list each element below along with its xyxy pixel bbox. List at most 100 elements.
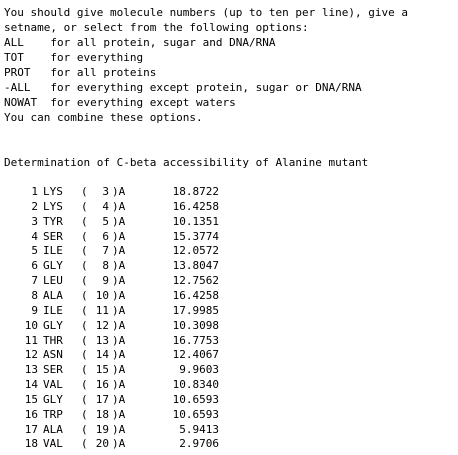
residue-number: 16 [95,378,109,392]
residue-row: 13 SER (15)A 9.9603 [0,363,458,378]
chain-label: )A [112,437,126,451]
residue-row: 2 LYS (4)A 16.4258 [0,200,458,215]
open-paren: ( [81,422,88,436]
open-paren: ( [81,229,88,243]
residue-number: 12 [95,318,109,332]
chain-label: )A [112,363,126,377]
open-paren: ( [81,259,88,273]
accessibility-value: 12.4067 [172,348,219,362]
residue-row: 11 THR (13)A 16.7753 [0,334,458,349]
residue-name: ALA [43,288,63,302]
accessibility-value: 10.3098 [172,318,219,332]
residue-number: 4 [102,199,109,213]
residue-row: 17 ALA (19)A 5.9413 [0,423,458,438]
residue-row: 7 LEU (9)A 12.7562 [0,274,458,289]
accessibility-value: 10.1351 [172,214,219,228]
residue-index: 12 [24,348,38,362]
chain-label: )A [112,303,126,317]
accessibility-value: 17.9985 [172,303,219,317]
open-paren: ( [81,363,88,377]
chain-label: )A [112,333,126,347]
residue-number: 3 [102,185,109,198]
residue-row: 4 SER (6)A 15.3774 [0,230,458,245]
residue-number: 19 [95,422,109,436]
chain-label: )A [112,407,126,421]
accessibility-value: 15.3774 [172,229,219,243]
accessibility-value: 9.9603 [179,363,219,377]
residue-index: 11 [24,333,38,347]
residue-index: 16 [24,407,38,421]
intro-line: You can combine these options. [4,111,203,124]
residue-number: 20 [95,437,109,451]
open-paren: ( [81,407,88,421]
residue-number: 17 [95,392,109,406]
chain-label: )A [112,274,126,288]
accessibility-value: 10.8340 [172,378,219,392]
residue-number: 7 [102,244,109,258]
residue-name: LEU [43,274,63,288]
chain-label: )A [112,318,126,332]
residue-name: GLY [43,259,63,273]
results-heading: Determination of C-beta accessibility of… [4,156,369,169]
residue-name: TRP [43,407,63,421]
residue-row: 9 ILE (11)A 17.9985 [0,304,458,319]
residue-row: 15 GLY (17)A 10.6593 [0,393,458,408]
accessibility-value: 2.9706 [179,437,219,451]
residue-number: 8 [102,259,109,273]
residue-name: LYS [43,185,63,198]
residue-name: SER [43,229,63,243]
residue-name: TYR [43,214,63,228]
residue-index: 1 [31,185,38,198]
intro-line: TOT for everything [4,51,144,64]
open-paren: ( [81,274,88,288]
chain-label: )A [112,199,126,213]
residue-index: 9 [31,303,38,317]
residue-name: ALA [43,422,63,436]
residue-number: 15 [95,363,109,377]
open-paren: ( [81,348,88,362]
residue-index: 7 [31,274,38,288]
residue-name: VAL [43,437,63,451]
residue-row: 12 ASN (14)A 12.4067 [0,348,458,363]
residue-index: 8 [31,288,38,302]
open-paren: ( [81,185,88,198]
open-paren: ( [81,378,88,392]
accessibility-value: 16.4258 [172,288,219,302]
residue-name: GLY [43,318,63,332]
residue-index: 4 [31,229,38,243]
chain-label: )A [112,259,126,273]
residue-number: 6 [102,229,109,243]
open-paren: ( [81,199,88,213]
intro-line: setname, or select from the following op… [4,21,309,34]
open-paren: ( [81,288,88,302]
residue-row: 3 TYR (5)A 10.1351 [0,215,458,230]
residue-index: 5 [31,244,38,258]
residue-index: 13 [24,363,38,377]
accessibility-value: 18.8722 [172,185,219,198]
intro-line: You should give molecule numbers (up to … [4,6,408,19]
residue-row: 8 ALA (10)A 16.4258 [0,289,458,304]
residue-name: LYS [43,199,63,213]
residue-row: 14 VAL (16)A 10.8340 [0,378,458,393]
accessibility-value: 13.8047 [172,259,219,273]
chain-label: )A [112,244,126,258]
open-paren: ( [81,333,88,347]
residue-row: 10 GLY (12)A 10.3098 [0,319,458,334]
residue-number: 13 [95,333,109,347]
residue-index: 14 [24,378,38,392]
accessibility-value: 12.0572 [172,244,219,258]
residue-row: 1 LYS (3)A 18.8722 [0,185,458,200]
chain-label: )A [112,378,126,392]
open-paren: ( [81,392,88,406]
accessibility-value: 12.7562 [172,274,219,288]
open-paren: ( [81,437,88,451]
accessibility-value: 10.6593 [172,407,219,421]
intro-line: ALL for all protein, sugar and DNA/RNA [4,36,276,49]
open-paren: ( [81,303,88,317]
open-paren: ( [81,244,88,258]
residue-name: GLY [43,392,63,406]
chain-label: )A [112,185,126,198]
accessibility-value: 16.4258 [172,199,219,213]
residue-row: 16 TRP (18)A 10.6593 [0,408,458,423]
